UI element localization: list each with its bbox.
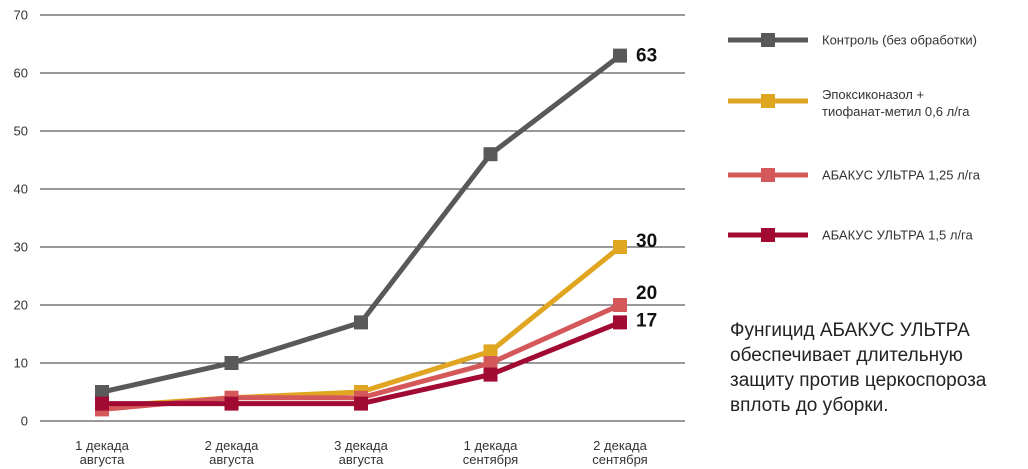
x-tick-label: 3 декада августа xyxy=(334,438,388,467)
series-group: 63 30 20 17 xyxy=(95,46,657,417)
data-point xyxy=(483,356,498,370)
data-point xyxy=(354,396,368,411)
y-tick-label: 30 xyxy=(14,240,28,255)
data-point xyxy=(95,396,109,411)
data-point xyxy=(483,367,498,382)
legend-label: Контроль (без обработки) xyxy=(822,33,977,48)
end-value-label: 17 xyxy=(636,310,657,331)
legend-label: Эпоксиконазол + тиофанат-метил 0,6 л/га xyxy=(822,87,970,119)
y-tick-label: 10 xyxy=(14,356,28,371)
end-value-label: 30 xyxy=(636,231,657,252)
y-tick-label: 20 xyxy=(14,298,28,313)
data-point xyxy=(613,315,627,330)
legend-marker xyxy=(761,33,775,47)
end-value-label: 63 xyxy=(636,46,657,67)
x-tick-label: 1 декада сентября xyxy=(463,438,518,467)
data-point xyxy=(224,396,239,411)
legend-label: АБАКУС УЛЬТРА 1,25 л/га xyxy=(822,168,981,183)
x-tick-label: 2 декада августа xyxy=(205,438,259,467)
data-point xyxy=(483,344,498,359)
data-point xyxy=(613,48,627,63)
note-text: Фунгицид АБАКУС УЛЬТРА обеспечивает длит… xyxy=(730,320,987,416)
legend-marker xyxy=(761,228,775,242)
y-axis: 0 10 20 30 40 50 60 70 xyxy=(14,8,28,429)
y-tick-label: 60 xyxy=(14,66,28,81)
data-point xyxy=(483,147,498,162)
y-tick-label: 0 xyxy=(21,414,28,429)
legend: Контроль (без обработки) Эпоксиконазол + т… xyxy=(728,33,981,243)
legend-label: АБАКУС УЛЬТРА 1,5 л/га xyxy=(822,228,974,243)
grid-lines xyxy=(40,14,685,422)
data-point xyxy=(613,298,627,312)
data-point xyxy=(95,385,109,399)
data-point xyxy=(354,315,368,330)
x-tick-label: 2 декада сентября xyxy=(592,438,647,467)
data-point xyxy=(613,240,627,254)
y-tick-label: 50 xyxy=(14,124,28,139)
y-tick-label: 40 xyxy=(14,182,28,197)
legend-marker xyxy=(761,94,775,108)
data-point xyxy=(224,356,239,370)
end-value-label: 20 xyxy=(636,283,657,304)
x-axis: 1 декада августа 2 декада августа 3 декада ав… xyxy=(75,438,648,467)
x-tick-label: 1 декада августа xyxy=(75,438,129,467)
y-tick-label: 70 xyxy=(14,8,28,23)
legend-marker xyxy=(761,168,775,182)
